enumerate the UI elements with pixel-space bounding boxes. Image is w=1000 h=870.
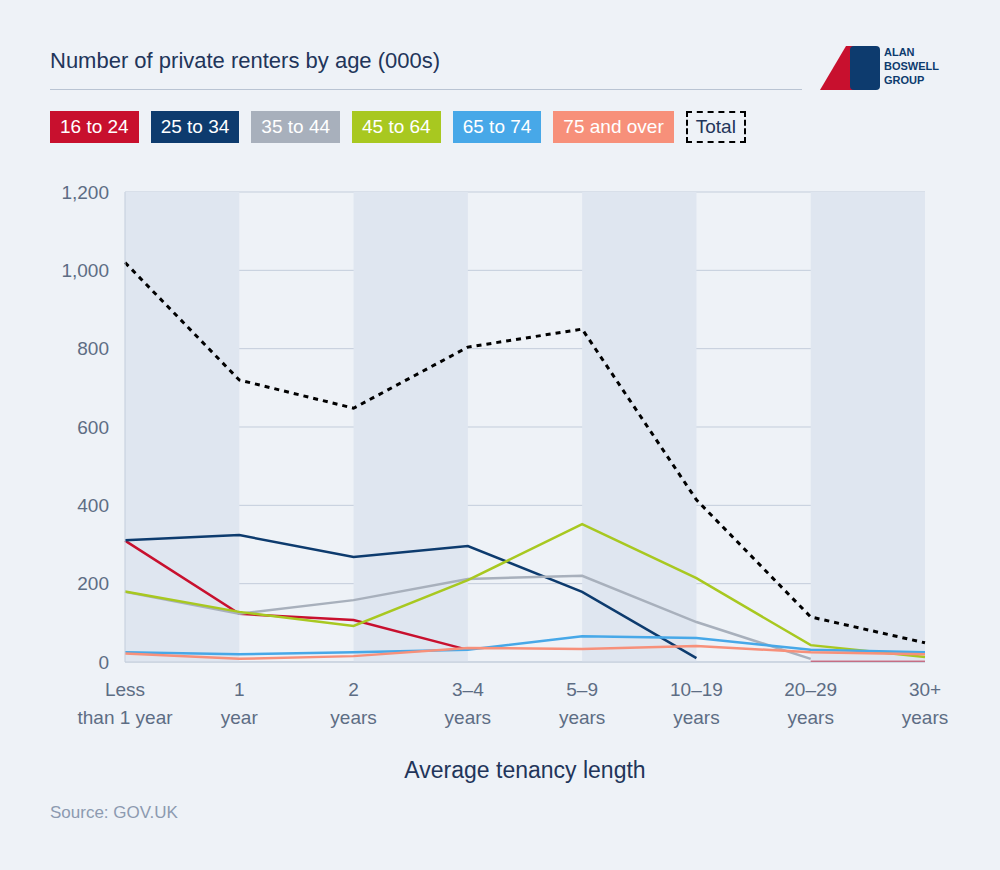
svg-text:year: year [221, 707, 259, 728]
html-text:65 to 74: 65 to 74 [462, 116, 532, 137]
svg-text:2: 2 [348, 679, 359, 700]
html-text:45 to 64: 45 to 64 [362, 116, 431, 137]
html-text:Average tenancy length: Average tenancy length [404, 757, 646, 783]
html-text:35 to 44: 35 to 44 [261, 116, 330, 137]
svg-text:5–9: 5–9 [566, 679, 598, 700]
html-text:Total: Total [695, 116, 736, 137]
svg-text:3–4: 3–4 [452, 679, 484, 700]
svg-text:30+: 30+ [909, 679, 941, 700]
svg-text:years: years [559, 707, 605, 728]
svg-text:years: years [902, 707, 948, 728]
svg-text:years: years [445, 707, 491, 728]
html-text:75 and over: 75 and over [563, 116, 664, 137]
html-text:ALAN BOSWELL GROUP: ALAN BOSWELL GROUP [884, 46, 939, 86]
svg-text:Less: Less [105, 679, 145, 700]
html-text:25 to 34: 25 to 34 [160, 116, 230, 137]
svg-text:years: years [330, 707, 376, 728]
html-text:Number of private renters by a: Number of private renters by age (000s) [50, 48, 441, 73]
svg-text:800: 800 [77, 338, 109, 359]
svg-text:1: 1 [234, 679, 245, 700]
svg-text:20–29: 20–29 [784, 679, 837, 700]
svg-text:years: years [673, 707, 719, 728]
svg-text:years: years [787, 707, 833, 728]
svg-text:0: 0 [98, 652, 109, 673]
svg-text:10–19: 10–19 [670, 679, 723, 700]
svg-text:600: 600 [77, 417, 109, 438]
svg-text:than 1 year: than 1 year [77, 707, 173, 728]
svg-text:1,000: 1,000 [61, 260, 109, 281]
html-text:Source: GOV.UK: Source: GOV.UK [50, 803, 178, 822]
svg-text:1,200: 1,200 [61, 182, 109, 203]
svg-text:200: 200 [77, 573, 109, 594]
html-text:16 to 24: 16 to 24 [60, 116, 129, 137]
svg-text:400: 400 [77, 495, 109, 516]
